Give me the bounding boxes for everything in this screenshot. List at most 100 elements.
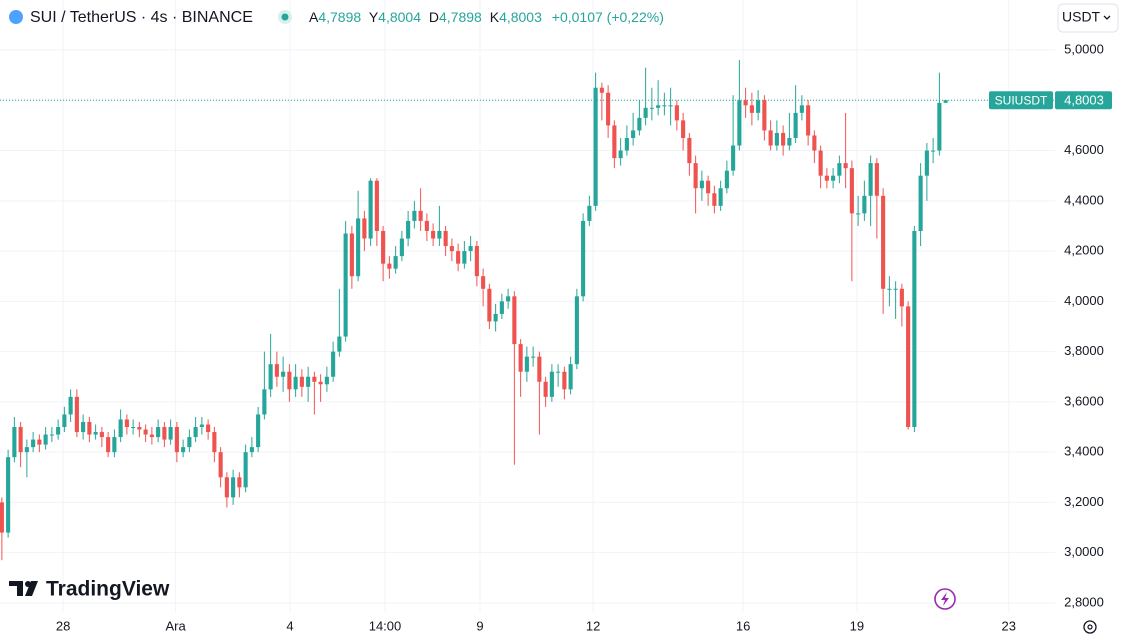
candle-body [681, 120, 686, 138]
y-tick-label: 4,6000 [1064, 142, 1104, 157]
candles [0, 60, 948, 561]
candle-body [99, 432, 104, 438]
candle-body [606, 92, 611, 126]
ohlc-value: 4,8004 [378, 9, 421, 25]
candle-body [937, 102, 942, 151]
candle-body [131, 427, 136, 429]
candle-body [749, 105, 754, 113]
candle-body [924, 150, 929, 176]
ohlc-value: 4,8003 [499, 9, 542, 25]
candle-body [224, 477, 229, 498]
candle-body [274, 364, 279, 377]
candle-body [781, 132, 786, 146]
candle-body [81, 421, 86, 433]
candle-body [193, 427, 198, 438]
settings-icon [1087, 624, 1093, 630]
candle-body [268, 364, 273, 390]
brand-logo-dot [25, 581, 31, 587]
candle-body [312, 376, 317, 382]
candle-body [218, 452, 223, 478]
candle-body [56, 427, 61, 435]
candle-body [387, 263, 392, 269]
currency[interactable]: USDT [1062, 9, 1101, 25]
candle-body [612, 125, 617, 159]
candle-body [618, 150, 623, 159]
candle-body [874, 163, 879, 196]
change: +0,0107 (+0,22%) [552, 9, 664, 25]
candle-body [74, 396, 79, 433]
candle-body [106, 437, 111, 453]
last-price-label: 4,8003 [1064, 93, 1104, 108]
candle-body [899, 288, 904, 307]
candle-body [493, 313, 498, 322]
candle-body [524, 356, 529, 372]
candle-body [593, 87, 598, 206]
settings-button[interactable] [1083, 620, 1097, 634]
candle-body [706, 180, 711, 194]
dropdown-arrow [1103, 15, 1111, 20]
candle-body [393, 256, 398, 269]
header: SUI / TetherUS · 4s · BINANCE A4,7898 Y4… [9, 3, 1119, 33]
candle-body [137, 427, 142, 430]
status-dot [281, 13, 289, 21]
candle-body [837, 163, 842, 176]
candle-body [318, 381, 323, 385]
candle-body [118, 419, 123, 438]
y-tick-label: 5,0000 [1064, 41, 1104, 56]
candle-body [462, 251, 467, 264]
candle-body [443, 230, 448, 247]
candle-body [449, 246, 454, 252]
candle-body [499, 301, 504, 314]
candle-body [574, 296, 579, 365]
brand: TradingView [9, 578, 170, 601]
ohlc-label: K [490, 9, 500, 25]
candle-body [31, 439, 36, 448]
candle-body [431, 230, 436, 239]
candle-body [581, 220, 586, 297]
candle-body [93, 432, 98, 435]
candle-body [812, 135, 817, 151]
candle-body [87, 421, 92, 435]
candle-body [931, 150, 936, 152]
candle-body [756, 100, 761, 113]
candle-body [806, 105, 811, 136]
ohlc-label: D [429, 9, 439, 25]
candle-body [887, 288, 892, 290]
candle-body [918, 175, 923, 231]
candle-body [249, 447, 254, 453]
symbol-icon [9, 10, 23, 24]
currency-button[interactable] [1057, 3, 1119, 33]
candle-body [399, 238, 404, 257]
candle-body [231, 477, 236, 498]
candle-body [212, 432, 217, 453]
candle-body [881, 195, 886, 289]
y-tick-label: 3,2000 [1064, 494, 1104, 509]
candle-body [631, 130, 636, 138]
candle-body [674, 105, 679, 121]
candle-body [718, 188, 723, 206]
candle-body [793, 112, 798, 138]
candle-body [637, 117, 642, 131]
candle-body [731, 145, 736, 171]
x-tick-label: 12 [586, 618, 600, 633]
symbol-tag-box [989, 91, 1053, 110]
candle-body [556, 371, 561, 373]
candle-body [149, 434, 154, 438]
candle-body [906, 306, 911, 428]
candle-body [287, 371, 292, 390]
candle-body [418, 210, 423, 221]
candle-body [818, 150, 823, 176]
brand-name: TradingView [46, 578, 170, 601]
grid [0, 0, 1055, 612]
flash-icon [941, 592, 949, 606]
candle-body [187, 437, 192, 448]
candle-body [37, 439, 42, 445]
candle-body [262, 389, 267, 415]
candle-body [799, 105, 804, 113]
candle-body [256, 414, 261, 448]
candle-body [374, 180, 379, 231]
x-tick-label: 23 [1002, 618, 1016, 633]
candle-body [724, 170, 729, 189]
x-tick-label: 4 [286, 618, 293, 633]
